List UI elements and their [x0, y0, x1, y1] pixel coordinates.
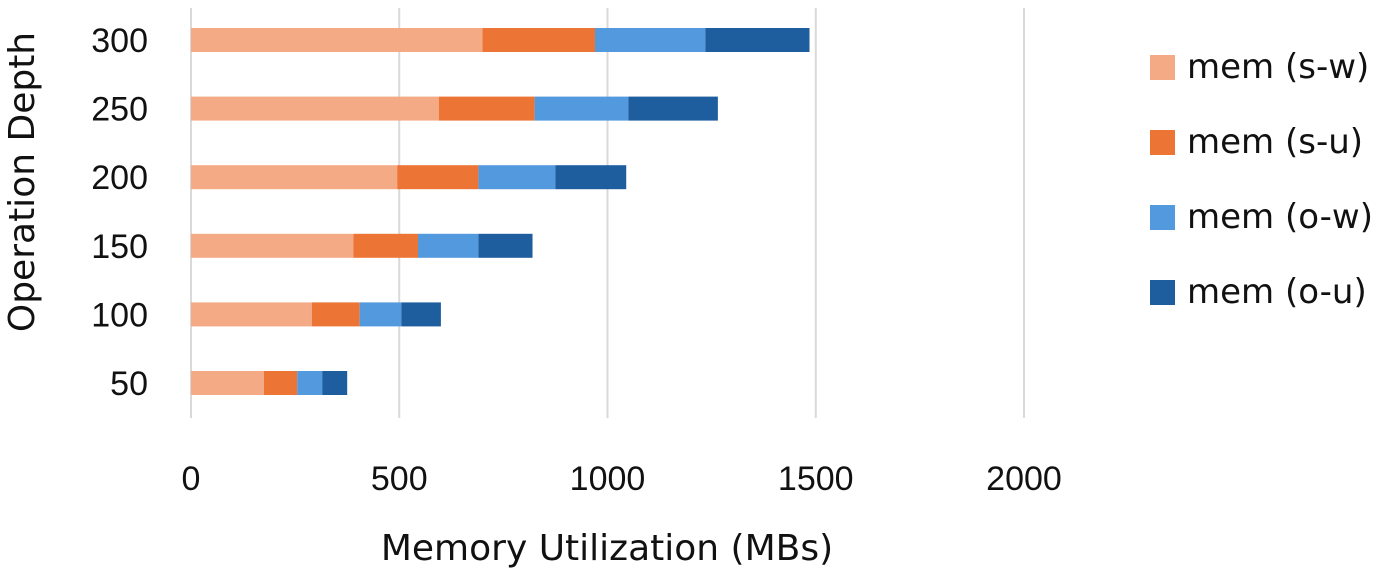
gridlines — [190, 8, 1025, 418]
legend-swatch — [1150, 205, 1175, 230]
bar-segment — [401, 302, 441, 327]
bar-segment — [478, 165, 556, 190]
bar-segment — [359, 302, 402, 327]
bar-segment — [478, 233, 533, 258]
y-tick-label: 250 — [91, 91, 148, 129]
bar-segment — [705, 28, 810, 52]
bar-segment — [397, 165, 479, 190]
legend-label: mem (o-u) — [1187, 272, 1367, 312]
bar-segment — [191, 165, 398, 190]
bar-segment — [191, 28, 483, 52]
legend-label: mem (s-w) — [1187, 47, 1369, 87]
x-tick-labels: 0 500 1000 1500 2000 — [182, 460, 1062, 498]
legend-swatch — [1150, 280, 1175, 305]
bar-segment — [595, 28, 706, 52]
y-tick-label: 50 — [110, 365, 148, 403]
bar-segment — [322, 371, 348, 395]
legend-label: mem (s-u) — [1187, 122, 1363, 162]
bar-segment — [438, 96, 535, 121]
bar-segment — [353, 233, 418, 258]
x-tick-label: 1000 — [570, 460, 646, 498]
bar-segment — [482, 28, 596, 52]
bar-segment — [417, 233, 479, 258]
y-tick-label: 150 — [91, 228, 148, 266]
bar-segment — [297, 371, 323, 395]
x-tick-label: 2000 — [986, 460, 1062, 498]
bar-segment — [311, 302, 360, 327]
bar-segment — [191, 302, 312, 327]
y-axis-label: Operation Depth — [2, 32, 43, 332]
bar-segment — [191, 96, 439, 121]
x-tick-label: 1500 — [778, 460, 854, 498]
bars — [191, 28, 810, 395]
bar-segment — [191, 233, 354, 258]
y-tick-label: 200 — [91, 159, 148, 197]
y-tick-label: 300 — [91, 22, 148, 60]
bar-segment — [555, 165, 627, 190]
x-axis-label: Memory Utilization (MBs) — [381, 528, 833, 569]
y-tick-label: 100 — [91, 296, 148, 334]
x-tick-label: 0 — [182, 460, 201, 498]
bar-segment — [263, 371, 298, 395]
legend-label: mem (o-w) — [1187, 197, 1373, 237]
legend-swatch — [1150, 130, 1175, 155]
bar-segment — [191, 371, 264, 395]
bar-segment — [534, 96, 629, 121]
legend: mem (s-w) mem (s-u) mem (o-w) mem (o-u) — [1150, 47, 1373, 312]
x-tick-label: 500 — [371, 460, 428, 498]
legend-swatch — [1150, 55, 1175, 80]
y-tick-labels: 300 250 200 150 100 50 — [91, 22, 148, 403]
bar-segment — [628, 96, 718, 121]
